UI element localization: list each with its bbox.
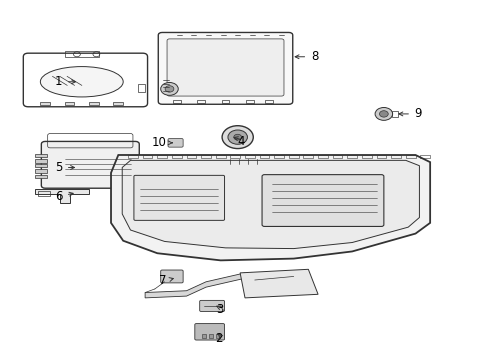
Text: 3: 3 — [216, 303, 223, 316]
Bar — [347, 155, 357, 158]
Circle shape — [228, 130, 247, 144]
Text: 1: 1 — [55, 75, 62, 88]
Bar — [230, 155, 240, 158]
Ellipse shape — [40, 67, 123, 97]
Bar — [114, 102, 123, 105]
Bar — [216, 334, 220, 338]
Bar — [266, 100, 273, 103]
Bar — [209, 334, 213, 338]
Circle shape — [222, 126, 253, 149]
Bar — [289, 155, 298, 158]
Circle shape — [379, 111, 388, 117]
Bar — [138, 84, 145, 93]
Text: 6: 6 — [55, 190, 62, 203]
FancyBboxPatch shape — [161, 270, 183, 283]
Bar — [376, 155, 386, 158]
Bar — [420, 155, 430, 158]
Bar — [318, 155, 328, 158]
Bar — [333, 155, 343, 158]
Bar — [187, 155, 196, 158]
Bar — [34, 169, 47, 173]
Bar — [303, 155, 313, 158]
Text: 5: 5 — [55, 161, 62, 174]
Bar — [128, 155, 138, 158]
Circle shape — [165, 86, 174, 92]
Bar — [392, 111, 398, 117]
Bar — [143, 155, 152, 158]
Bar — [221, 100, 229, 103]
Bar — [40, 102, 50, 105]
Polygon shape — [111, 155, 430, 260]
Bar — [34, 154, 47, 157]
Bar — [65, 102, 74, 105]
Circle shape — [161, 82, 178, 95]
Bar — [274, 155, 284, 158]
Polygon shape — [240, 269, 318, 298]
Text: 7: 7 — [159, 274, 166, 287]
Text: 8: 8 — [311, 50, 318, 63]
Text: 10: 10 — [151, 136, 166, 149]
Bar — [34, 175, 47, 178]
Circle shape — [375, 108, 392, 120]
Text: 9: 9 — [415, 107, 422, 120]
FancyBboxPatch shape — [41, 141, 139, 188]
Bar — [172, 155, 182, 158]
Polygon shape — [145, 273, 245, 298]
FancyBboxPatch shape — [158, 32, 293, 104]
Bar — [65, 51, 99, 57]
Circle shape — [234, 134, 242, 140]
FancyBboxPatch shape — [195, 324, 224, 340]
Bar — [246, 100, 254, 103]
Bar — [89, 102, 99, 105]
Bar — [362, 155, 372, 158]
Bar — [173, 100, 181, 103]
FancyBboxPatch shape — [262, 175, 384, 226]
FancyBboxPatch shape — [167, 39, 284, 96]
Bar — [201, 155, 211, 158]
FancyBboxPatch shape — [200, 300, 224, 311]
Text: 2: 2 — [216, 333, 223, 346]
Bar — [34, 164, 47, 167]
Polygon shape — [35, 189, 89, 203]
FancyBboxPatch shape — [168, 139, 183, 147]
Bar — [391, 155, 401, 158]
FancyBboxPatch shape — [134, 175, 224, 220]
Text: 4: 4 — [238, 135, 245, 148]
Bar — [197, 100, 205, 103]
Polygon shape — [122, 160, 419, 249]
Bar — [406, 155, 416, 158]
Bar — [157, 155, 167, 158]
Bar — [260, 155, 270, 158]
Bar — [245, 155, 255, 158]
Bar — [216, 155, 225, 158]
Bar — [34, 159, 47, 163]
Bar — [202, 334, 205, 338]
Bar — [38, 191, 50, 196]
